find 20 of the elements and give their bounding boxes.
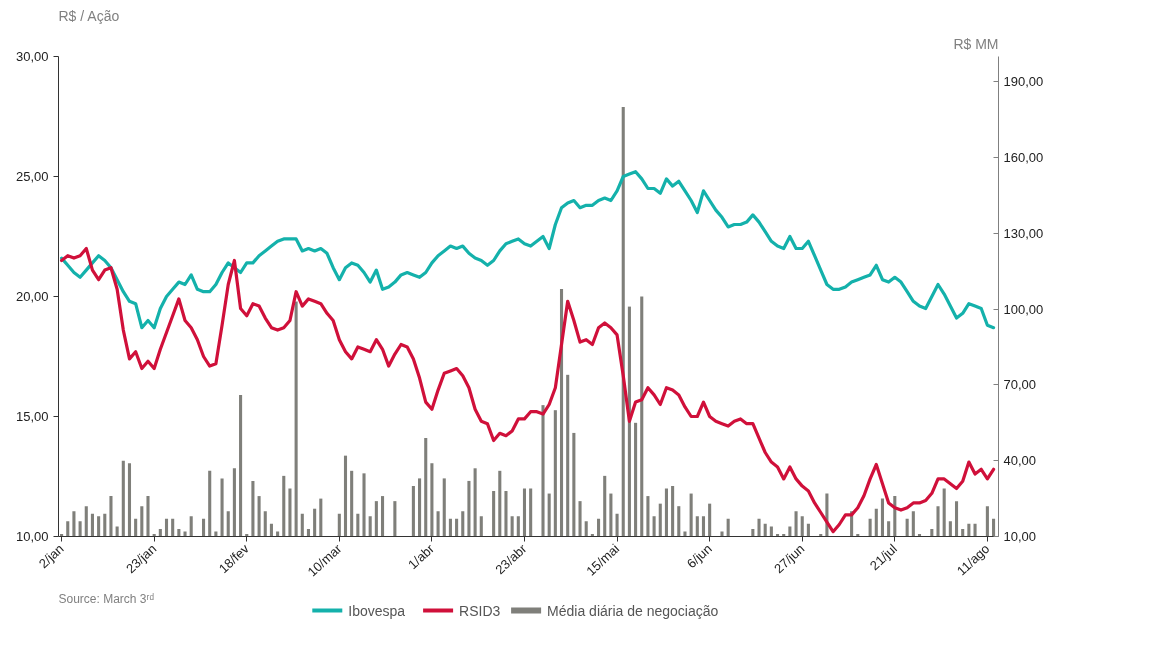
y-tick-label: 20,00 [15, 289, 49, 304]
y2-tick-label: 70,00 [1003, 377, 1037, 393]
x-tick-label: 6/jun [683, 541, 715, 572]
source-note: Source: March 3ʳᵈ [58, 591, 155, 606]
y2-axis-title: R$ MM [953, 35, 999, 52]
legend-label: RSID3 [459, 602, 501, 619]
y2-tick-label: 130,00 [1003, 225, 1044, 241]
y2-tick-label: 10,00 [1003, 529, 1037, 544]
y-axis-title: R$ / Ação [58, 7, 120, 24]
legend-label: Ibovespa [348, 602, 406, 619]
y-tick-label: 10,00 [15, 529, 49, 544]
y-tick-label: 15,00 [15, 409, 49, 424]
y-tick-label: 30,00 [15, 49, 49, 64]
line-series [59, 170, 996, 330]
legend-label: Média diária de negociação [547, 602, 719, 619]
y2-tick-label: 160,00 [1003, 150, 1044, 166]
y2-tick-label: 190,00 [1003, 74, 1044, 90]
y2-tick-label: 40,00 [1003, 453, 1037, 469]
y-tick-label: 25,00 [15, 169, 49, 184]
y2-tick-label: 100,00 [1003, 301, 1044, 317]
